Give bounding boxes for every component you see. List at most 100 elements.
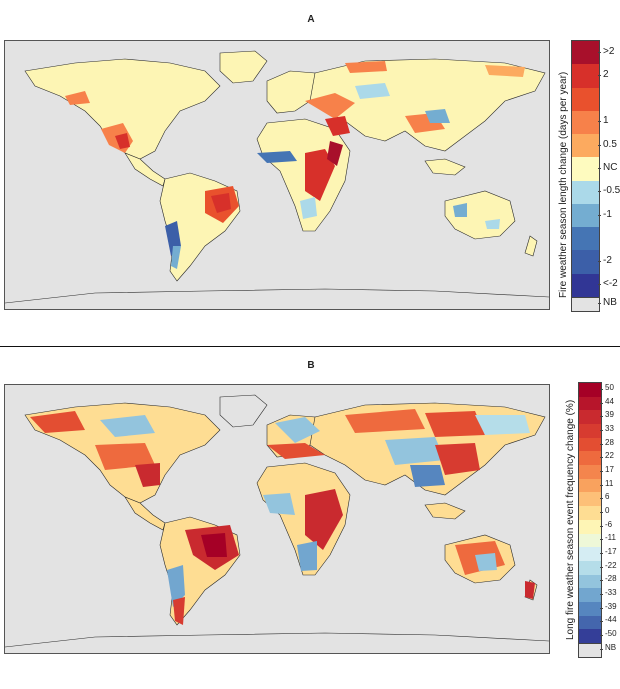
colorbar-tick <box>600 457 603 458</box>
colorbar-tick <box>598 52 601 53</box>
colorbar-tick-label: 39 <box>605 410 614 419</box>
colorbar-tick <box>600 635 603 636</box>
colorbar-swatch <box>572 297 599 311</box>
colorbar-tick-label: -6 <box>605 520 613 529</box>
colorbar-tick <box>598 215 601 216</box>
colorbar-swatch <box>579 492 601 507</box>
change-patches <box>30 409 535 625</box>
colorbar-tick-label: 6 <box>605 492 610 501</box>
colorbar-swatch <box>572 273 599 297</box>
colorbar-swatch <box>579 588 601 602</box>
colorbar-tick-label: NB <box>603 297 617 308</box>
colorbar-tick <box>600 567 603 568</box>
colorbar-tick <box>600 498 603 499</box>
colorbar-tick <box>600 539 603 540</box>
colorbar-tick <box>600 580 603 581</box>
colorbar-tick-label: -1 <box>603 209 612 220</box>
colorbar-tick <box>598 261 601 262</box>
colorbar-tick <box>600 403 603 404</box>
colorbar-swatch <box>579 396 601 411</box>
colorbar-tick-label: -44 <box>605 615 617 624</box>
colorbar-tick-label: -0.5 <box>603 185 620 196</box>
colorbar-tick <box>600 485 603 486</box>
colorbar-tick-label: -17 <box>605 547 617 556</box>
colorbar-swatch <box>572 87 599 111</box>
colorbar-tick-label: 0.5 <box>603 139 617 150</box>
panel-a-label: A <box>307 14 315 25</box>
colorbar-tick-label: >2 <box>603 46 615 57</box>
colorbar-swatch <box>572 41 599 65</box>
colorbar-tick-label: -33 <box>605 588 617 597</box>
colorbar-swatch <box>579 478 601 493</box>
colorbar-tick <box>600 621 603 622</box>
colorbar-tick-label: 44 <box>605 397 614 406</box>
colorbar-swatch <box>572 157 599 181</box>
colorbar-swatch <box>579 574 601 589</box>
colorbar-tick <box>598 284 601 285</box>
colorbar-tick <box>600 471 603 472</box>
colorbar-swatch <box>579 547 601 561</box>
panel-b-label: B <box>307 360 315 371</box>
colorbar-tick-label: -39 <box>605 602 617 611</box>
colorbar-tick <box>600 389 603 390</box>
colorbar-tick-label: -28 <box>605 574 617 583</box>
colorbar-tick <box>600 594 603 595</box>
colorbar-tick-label: NC <box>603 162 618 173</box>
colorbar-tick-label: -2 <box>603 255 612 266</box>
colorbar-swatch <box>579 629 601 643</box>
land-base <box>5 50 549 304</box>
colorbar-tick-label: 17 <box>605 465 614 474</box>
panel-a-colorbar <box>571 40 600 312</box>
colorbar-tick-label: NB <box>605 643 617 652</box>
colorbar-tick <box>600 444 603 445</box>
colorbar-swatch <box>579 410 601 425</box>
colorbar-swatch <box>572 134 599 158</box>
colorbar-tick-label: -50 <box>605 629 617 638</box>
colorbar-tick <box>598 168 601 169</box>
colorbar-tick-label: 2 <box>603 69 609 80</box>
colorbar-tick <box>600 553 603 554</box>
colorbar-tick <box>600 430 603 431</box>
colorbar-tick-label: 11 <box>605 479 614 488</box>
colorbar-swatch <box>579 506 601 520</box>
colorbar-swatch <box>579 451 601 466</box>
colorbar-tick-label: 28 <box>605 438 614 447</box>
colorbar-swatch <box>579 560 601 575</box>
colorbar-swatch <box>572 110 599 135</box>
colorbar-swatch <box>572 250 599 274</box>
panel-a-colorbar-title: Fire weather season length change (days … <box>558 71 569 298</box>
colorbar-swatch <box>579 424 601 438</box>
colorbar-swatch <box>579 465 601 479</box>
colorbar-swatch <box>572 203 599 228</box>
colorbar-tick <box>600 526 603 527</box>
colorbar-swatch <box>579 519 601 534</box>
panel-a-map <box>4 40 550 310</box>
colorbar-swatch <box>579 601 601 616</box>
colorbar-swatch <box>572 64 599 88</box>
colorbar-tick <box>600 649 603 650</box>
panel-divider <box>0 346 620 347</box>
colorbar-swatch <box>572 180 599 204</box>
colorbar-tick-label: 33 <box>605 424 614 433</box>
colorbar-tick-label: 50 <box>605 383 614 392</box>
colorbar-tick <box>598 145 601 146</box>
colorbar-tick-label: -22 <box>605 561 617 570</box>
colorbar-tick-label: <-2 <box>603 278 618 289</box>
panel-b-colorbar <box>578 382 602 658</box>
colorbar-swatch <box>579 437 601 452</box>
colorbar-tick <box>598 121 601 122</box>
colorbar-swatch <box>579 615 601 630</box>
colorbar-swatch <box>579 383 601 397</box>
colorbar-swatch <box>572 227 599 251</box>
colorbar-tick <box>598 303 601 304</box>
colorbar-tick <box>600 512 603 513</box>
panel-b-colorbar-title: Long fire weather season event frequency… <box>565 399 576 640</box>
panel-b-map <box>4 384 550 654</box>
colorbar-tick <box>598 191 601 192</box>
change-patches <box>65 61 525 269</box>
colorbar-tick-label: 0 <box>605 506 610 515</box>
colorbar-tick <box>600 608 603 609</box>
colorbar-tick-label: 22 <box>605 451 614 460</box>
colorbar-tick-label: -11 <box>605 533 616 542</box>
colorbar-tick <box>598 75 601 76</box>
